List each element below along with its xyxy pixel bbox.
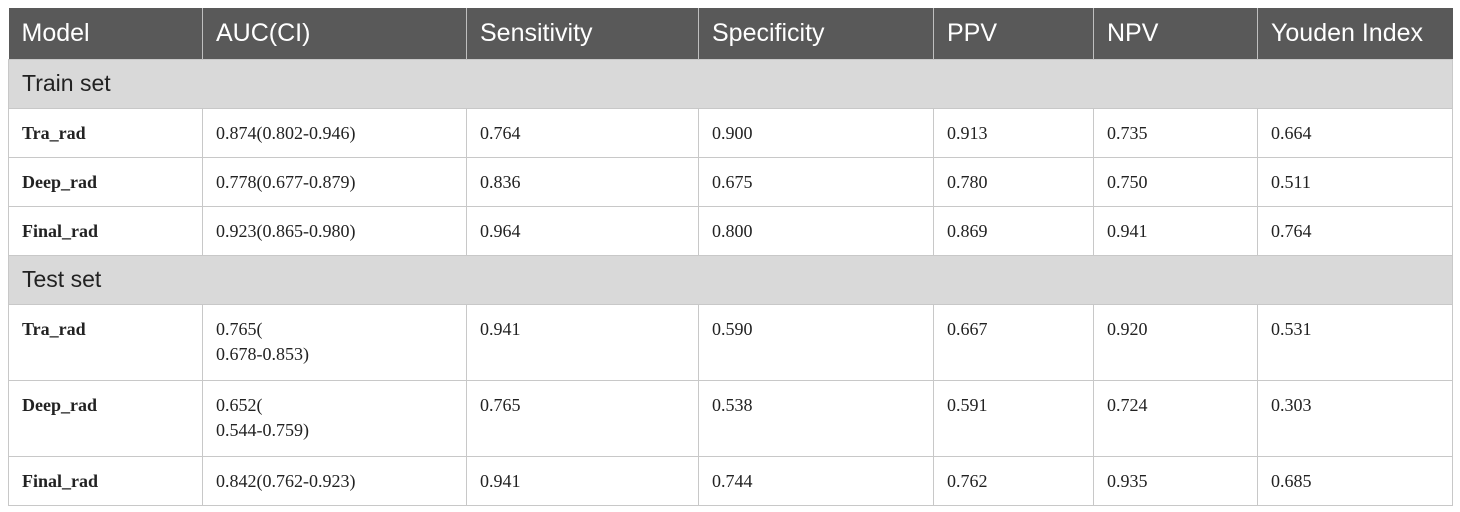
cell-npv: 0.724 [1093,379,1258,457]
section-test: Test set [8,254,1453,305]
cell-model: Deep_rad [8,156,203,207]
cell-specificity: 0.744 [698,455,934,506]
cell-youden: 0.664 [1257,107,1453,158]
cell-model: Deep_rad [8,379,203,457]
cell-npv: 0.920 [1093,303,1258,381]
cell-specificity: 0.590 [698,303,934,381]
section-label: Train set [8,58,1453,109]
cell-npv: 0.941 [1093,205,1258,256]
cell-ppv: 0.869 [933,205,1094,256]
cell-auc: 0.652( 0.544-0.759) [202,379,467,457]
cell-ppv: 0.667 [933,303,1094,381]
table-row: Tra_rad 0.874(0.802-0.946) 0.764 0.900 0… [8,107,1453,158]
auc-line-2: 0.544-0.759) [216,419,309,440]
table-row: Final_rad 0.923(0.865-0.980) 0.964 0.800… [8,205,1453,256]
auc-line-1: 0.765( [216,318,263,339]
cell-auc: 0.765( 0.678-0.853) [202,303,467,381]
header-specificity: Specificity [698,8,934,59]
header-youden: Youden Index [1257,8,1453,59]
cell-sensitivity: 0.836 [466,156,699,207]
table-row: Final_rad 0.842(0.762-0.923) 0.941 0.744… [8,455,1453,506]
cell-auc: 0.923(0.865-0.980) [202,205,467,256]
cell-youden: 0.531 [1257,303,1453,381]
cell-specificity: 0.675 [698,156,934,207]
results-table: Model AUC(CI) Sensitivity Specificity PP… [8,8,1453,506]
cell-npv: 0.735 [1093,107,1258,158]
cell-specificity: 0.800 [698,205,934,256]
cell-npv: 0.750 [1093,156,1258,207]
cell-sensitivity: 0.765 [466,379,699,457]
cell-auc: 0.874(0.802-0.946) [202,107,467,158]
header-row: Model AUC(CI) Sensitivity Specificity PP… [8,8,1453,59]
auc-line-2: 0.678-0.853) [216,343,309,364]
header-ppv: PPV [933,8,1094,59]
header-model: Model [8,8,203,59]
cell-ppv: 0.780 [933,156,1094,207]
cell-sensitivity: 0.964 [466,205,699,256]
table-row: Tra_rad 0.765( 0.678-0.853) 0.941 0.590 0… [8,303,1453,381]
cell-ppv: 0.762 [933,455,1094,506]
cell-youden: 0.685 [1257,455,1453,506]
cell-model: Final_rad [8,205,203,256]
cell-youden: 0.303 [1257,379,1453,457]
cell-specificity: 0.538 [698,379,934,457]
cell-sensitivity: 0.764 [466,107,699,158]
header-npv: NPV [1093,8,1258,59]
header-sensitivity: Sensitivity [466,8,699,59]
cell-youden: 0.764 [1257,205,1453,256]
table-row: Deep_rad 0.778(0.677-0.879) 0.836 0.675 … [8,156,1453,207]
cell-sensitivity: 0.941 [466,303,699,381]
section-label: Test set [8,254,1453,305]
cell-ppv: 0.591 [933,379,1094,457]
section-train: Train set [8,58,1453,109]
cell-sensitivity: 0.941 [466,455,699,506]
cell-npv: 0.935 [1093,455,1258,506]
cell-auc: 0.842(0.762-0.923) [202,455,467,506]
header-auc: AUC(CI) [202,8,467,59]
auc-line-1: 0.652( [216,394,263,415]
cell-auc: 0.778(0.677-0.879) [202,156,467,207]
cell-model: Tra_rad [8,303,203,381]
table-row: Deep_rad 0.652(0.544-0.759) 0.765 0.538 … [8,379,1453,457]
cell-youden: 0.511 [1257,156,1453,207]
cell-model: Final_rad [8,455,203,506]
cell-specificity: 0.900 [698,107,934,158]
cell-ppv: 0.913 [933,107,1094,158]
cell-model: Tra_rad [8,107,203,158]
results-table-container: Model AUC(CI) Sensitivity Specificity PP… [8,8,1453,506]
